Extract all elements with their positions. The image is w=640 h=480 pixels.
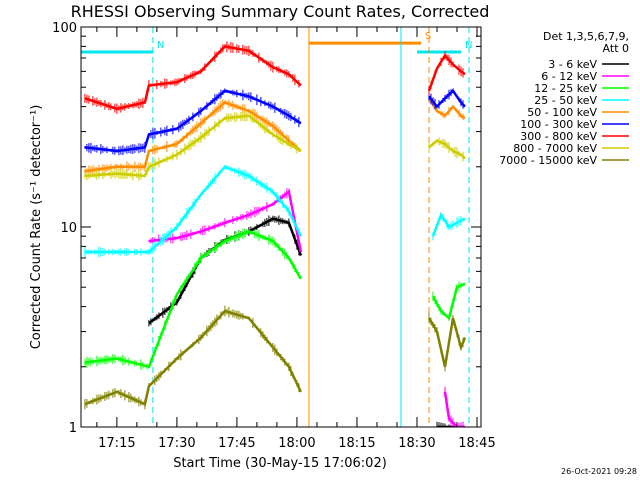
legend-label: 300 - 800 keV [520,130,597,143]
flag-label: N [465,40,472,51]
legend-label: 25 - 50 keV [534,94,597,107]
legend-label: 12 - 25 keV [534,82,597,95]
legend-label: 6 - 12 keV [541,70,597,83]
series-layer [84,41,467,427]
y-axis-label: Corrected Count Rate (s⁻¹ detector⁻¹) [29,105,44,350]
legend-header-line2: Att 0 [603,42,629,55]
series-line [427,317,467,368]
x-tick-label: 17:45 [218,436,255,451]
x-tick-label: 18:45 [458,436,495,451]
markers-layer [152,27,470,427]
y-tick-label: 1 [69,421,77,436]
flag-label: N [157,40,164,51]
x-tick-label: 17:15 [98,436,135,451]
footer-date: 26-Oct-2021 09:28 [561,467,637,476]
legend-label: 50 - 100 keV [527,106,597,119]
x-axis-label: Start Time (30-May-15 17:06:02) [173,456,387,471]
x-tick-label: 18:15 [338,436,375,451]
flags-layer: NSN [81,31,472,54]
legend-header-line1: Det 1,3,5,6,7,9, [543,30,629,43]
series-line [431,282,466,321]
legend-label: 7000 - 15000 keV [499,154,597,167]
legend-label: 100 - 300 keV [520,118,597,131]
flag-label: S [425,31,431,42]
y-tick-label: 100 [52,21,77,36]
x-tick-label: 18:00 [278,436,315,451]
x-tick-label: 18:30 [398,436,435,451]
legend-label: 800 - 7000 keV [513,142,597,155]
chart-title: RHESSI Observing Summary Count Rates, Co… [71,2,490,21]
x-axis: 17:15 17:30 17:45 18:00 18:15 18:30 18:45 [96,27,496,451]
y-tick-label: 10 [60,221,77,236]
series-line [443,391,465,427]
legend-label: 3 - 6 keV [548,58,597,71]
x-tick-label: 17:30 [158,436,195,451]
y-axis: 1 10 100 [52,21,481,436]
